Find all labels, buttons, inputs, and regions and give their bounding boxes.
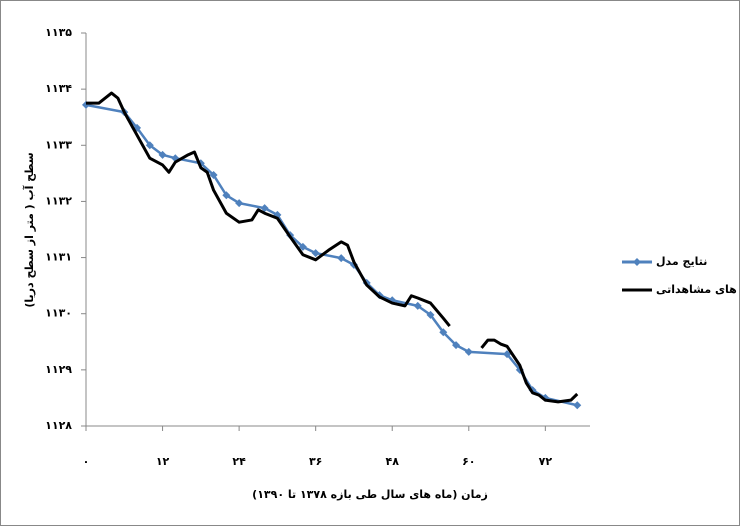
point-marker [145, 141, 154, 150]
point-marker [222, 191, 231, 200]
x-tick-label: ۶۰ [462, 455, 475, 468]
y-axis-title: سطح آب ( متر از سطح دریا) [22, 152, 36, 307]
x-tick-label: ۳۶ [309, 455, 322, 468]
x-tick-label: ۴۸ [386, 455, 400, 468]
y-tick-label: ۱۱۲۹ [45, 363, 72, 376]
point-marker [337, 254, 346, 263]
y-tick-label: ۱۱۳۲ [45, 194, 72, 207]
point-marker [311, 249, 320, 258]
y-tick-label: ۱۱۲۸ [45, 419, 72, 432]
legend-label: داده های مشاهداتی [656, 283, 740, 296]
point-marker [503, 350, 512, 359]
point-marker [426, 310, 435, 319]
point-marker [413, 301, 422, 310]
x-tick-label: ۲۴ [232, 455, 246, 468]
x-tick-label: ۷۲ [539, 455, 553, 468]
point-marker [573, 401, 582, 410]
point-marker [464, 347, 473, 356]
point-marker [298, 242, 307, 251]
point-marker [235, 199, 244, 208]
series-line [480, 338, 579, 404]
point-marker [439, 328, 448, 337]
point-marker [260, 204, 269, 213]
point-marker [452, 341, 461, 350]
x-tick-label: ۰ [83, 455, 90, 468]
y-tick-label: ۱۱۳۴ [45, 82, 72, 95]
y-tick-label: ۱۱۳۱ [45, 251, 72, 264]
y-tick-label: ۱۱۳۳ [45, 138, 72, 151]
x-axis-title: زمان (ماه های سال طی بازه ۱۳۷۸ تا ۱۳۹۰) [252, 488, 488, 501]
series-line [86, 91, 451, 328]
point-marker [209, 171, 218, 180]
point-marker [158, 150, 167, 159]
legend-marker [633, 258, 641, 266]
y-tick-label: ۱۱۳۵ [45, 26, 72, 39]
x-tick-label: ۱۲ [156, 455, 170, 468]
legend-label: نتایج مدل [656, 255, 707, 268]
y-tick-label: ۱۱۳۰ [45, 307, 72, 320]
